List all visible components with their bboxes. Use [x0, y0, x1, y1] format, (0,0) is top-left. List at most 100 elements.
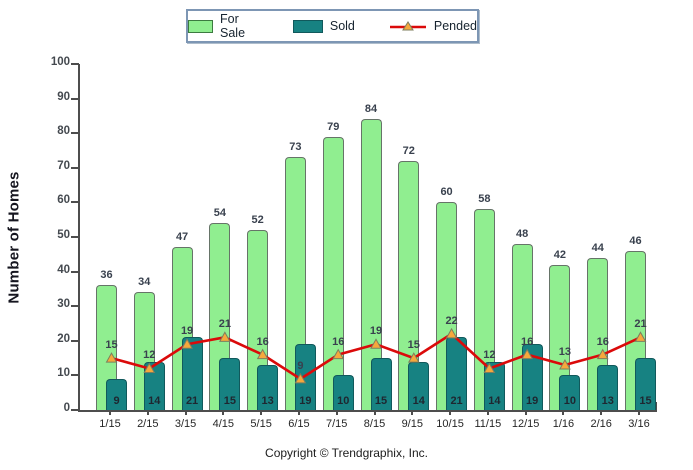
y-axis-tick: [71, 97, 79, 100]
x-axis-tick: [109, 410, 111, 415]
x-axis-tick-label: 4/15: [212, 418, 235, 430]
y-axis-tick-label: 90: [57, 90, 70, 103]
pended-value-label: 15: [407, 339, 420, 352]
pended-value-label: 13: [558, 346, 572, 359]
x-axis-tick: [146, 410, 149, 415]
y-axis-tick: [71, 270, 79, 273]
for-sale-value-label: 84: [364, 103, 378, 116]
y-axis-tick: [71, 374, 79, 377]
plot-area: 0 10 20 30 40 50 60 70 80 90 100 1/15 2/15 3/15 4/15 5/…: [51, 56, 657, 430]
sold-value-label: 21: [450, 395, 463, 407]
y-axis-tick-label: 30: [57, 298, 70, 311]
x-axis-tick-label: 3/16: [628, 418, 650, 430]
for-sale-value-label: 48: [516, 227, 529, 240]
pended-value-label: 9: [297, 359, 304, 372]
x-axis-tick-label: 5/15: [250, 418, 272, 430]
sold-value-label: 14: [412, 395, 425, 407]
for-sale-value-label: 52: [251, 214, 264, 227]
x-axis-tick-label: 7/15: [325, 418, 348, 430]
y-axis-tick: [71, 305, 79, 308]
sold-bar: [332, 375, 354, 410]
pended-value-label: 21: [634, 318, 647, 331]
pended-marker-icon: [521, 348, 533, 360]
y-axis-tick: [71, 236, 79, 238]
pended-legend-glyph: [389, 21, 426, 31]
for-sale-value-label: 60: [440, 186, 453, 199]
sold-value-label: 15: [639, 395, 652, 407]
for-sale-value-label: 47: [175, 231, 189, 244]
sold-bar: [106, 378, 127, 410]
y-axis-tick: [71, 63, 79, 65]
x-axis-tick-label: 9/15: [401, 418, 423, 430]
for-sale-bar: [360, 119, 382, 410]
pended-value-label: 21: [218, 318, 231, 331]
pended-marker-icon: [445, 327, 458, 339]
sold-value-label: 9: [113, 395, 120, 407]
sold-value-label: 15: [374, 395, 388, 407]
copyright-text: Copyright © Trendgraphix, Inc.: [265, 446, 428, 460]
sold-value-label: 15: [223, 395, 236, 407]
sold-value-label: 19: [526, 395, 539, 407]
sold-bar: [635, 358, 656, 410]
for-sale-value-label: 54: [213, 207, 226, 220]
for-sale-value-label: 79: [327, 120, 340, 133]
y-axis-tick-label: 50: [57, 229, 70, 241]
x-axis-tick: [335, 410, 338, 415]
sold-value-label: 10: [563, 395, 577, 407]
pended-value-label: 15: [105, 339, 118, 352]
for-sale-bar: [322, 136, 344, 410]
for-sale-swatch-icon: [188, 19, 214, 33]
pended-value-label: 22: [445, 314, 458, 327]
y-axis-tick: [71, 409, 79, 411]
sold-bar: [143, 361, 165, 410]
pended-value-label: 12: [483, 349, 496, 362]
pended-marker-icon: [105, 352, 118, 363]
sold-swatch-icon: [292, 19, 323, 33]
for-sale-bar: [398, 160, 420, 410]
pended-line-marker-icon: [389, 19, 427, 33]
x-axis-tick: [486, 410, 489, 415]
pended-marker-icon: [181, 338, 193, 349]
pended-value-label: 16: [256, 335, 269, 348]
x-axis-tick-label: 2/16: [590, 418, 612, 430]
y-axis-tick-label: 60: [57, 194, 70, 207]
legend-label-for-sale: For Sale: [220, 12, 246, 40]
for-sale-value-label: 58: [478, 193, 491, 206]
pended-marker-icon: [407, 352, 420, 363]
for-sale-value-label: 36: [100, 269, 113, 282]
pended-value-label: 16: [596, 335, 609, 348]
x-axis-tick: [411, 410, 414, 415]
y-axis-tick: [71, 166, 79, 169]
y-axis-tick: [71, 339, 79, 342]
x-axis-tick-label: 10/15: [436, 418, 464, 430]
pended-value-label: 19: [180, 325, 194, 338]
y-axis-tick: [71, 132, 79, 135]
pended-value-label: 16: [332, 335, 345, 348]
x-axis-tick-label: 8/15: [363, 418, 386, 430]
sold-bar: [483, 361, 505, 410]
x-axis-tick-label: 3/15: [174, 418, 197, 430]
sold-value-label: 21: [185, 395, 199, 407]
y-axis-tick-label: 20: [57, 332, 70, 345]
sold-value-label: 14: [148, 395, 161, 407]
sold-bar: [370, 358, 392, 410]
for-sale-value-label: 42: [553, 248, 567, 261]
sold-bar: [597, 365, 619, 410]
x-axis-tick: [373, 410, 376, 415]
sold-value-label: 10: [337, 395, 350, 407]
x-axis-tick-label: 2/15: [137, 418, 159, 430]
x-axis-end-cap: [655, 402, 657, 410]
for-sale-value-label: 46: [629, 234, 642, 247]
legend-item-for-sale: For Sale: [188, 12, 259, 40]
for-sale-value-label: 44: [591, 241, 604, 254]
x-axis-tick-label: 6/15: [288, 418, 310, 430]
x-axis-tick: [184, 410, 187, 415]
y-axis-tick-label: 100: [50, 56, 70, 68]
x-axis-tick: [638, 410, 640, 415]
pended-marker-icon: [596, 348, 609, 360]
y-axis-tick: [71, 201, 79, 204]
pended-marker-icon: [294, 372, 307, 384]
sold-bar: [219, 358, 241, 410]
for-sale-value-label: 73: [289, 141, 302, 154]
for-sale-bar: [549, 264, 571, 410]
